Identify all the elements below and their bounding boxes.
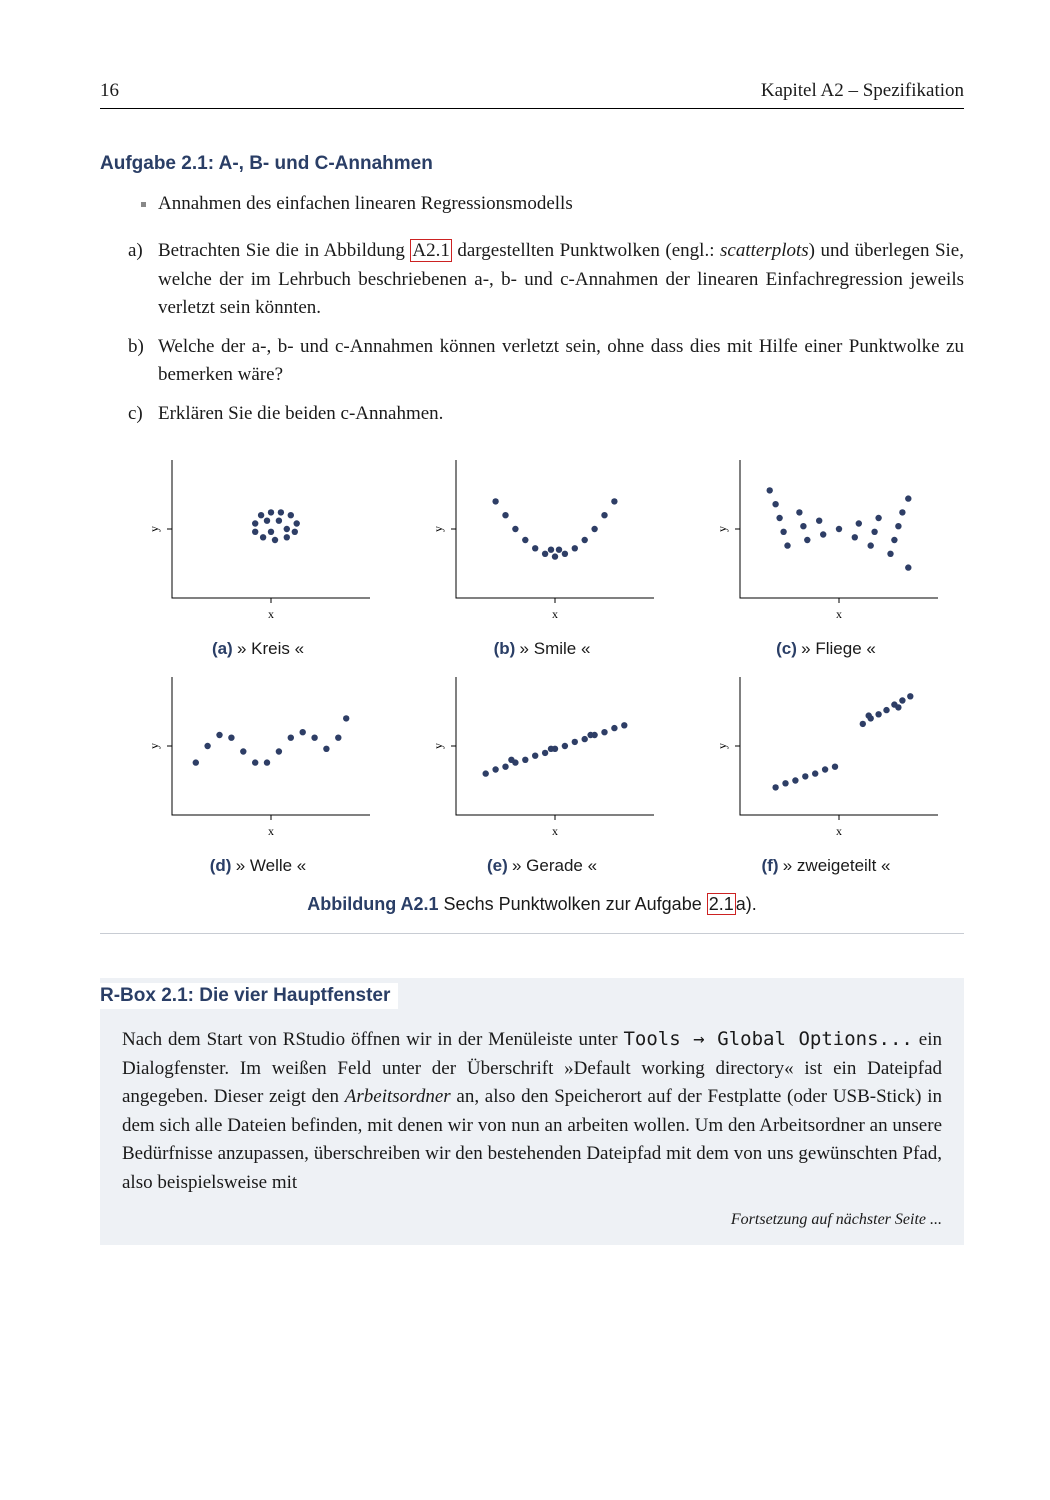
svg-text:x: x <box>836 607 842 621</box>
page-header: 16 Kapitel A2 – Spezifikation <box>100 80 964 109</box>
svg-text:y: y <box>147 526 161 532</box>
figure-caption: Abbildung A2.1 Sechs Punktwolken zur Auf… <box>100 894 964 915</box>
panel-caption: (a) » Kreis « <box>130 639 386 659</box>
svg-text:x: x <box>268 607 274 621</box>
panel-caption: (e) » Gerade « <box>414 856 670 876</box>
svg-text:x: x <box>836 824 842 838</box>
svg-text:x: x <box>552 607 558 621</box>
scatter-panel: y x (d) » Welle « <box>130 669 386 876</box>
panel-caption: (b) » Smile « <box>414 639 670 659</box>
scatter-panel: y x (a) » Kreis « <box>130 452 386 659</box>
exercise-item-a: a) Betrachten Sie die in Abbildung A2.1 … <box>128 237 964 323</box>
svg-text:y: y <box>715 526 729 532</box>
svg-text:y: y <box>431 743 445 749</box>
figure-a2-1: y x (a) » Kreis « y x (b) » Smile « y x (c) » Fl… <box>100 452 964 915</box>
svg-text:y: y <box>715 743 729 749</box>
panel-caption: (c) » Fliege « <box>698 639 954 659</box>
panel-caption: (d) » Welle « <box>130 856 386 876</box>
exercise-item-c: c) Erklären Sie die beiden c-Annahmen. <box>128 400 964 429</box>
r-box-body: Nach dem Start von RStudio öffnen wir in… <box>122 1025 942 1197</box>
page-number: 16 <box>100 80 119 102</box>
scatter-panel: y x (e) » Gerade « <box>414 669 670 876</box>
svg-text:y: y <box>431 526 445 532</box>
exercise-bullet: Annahmen des einfachen linearen Regressi… <box>158 193 964 215</box>
r-box-title: R-Box 2.1: Die vier Hauptfenster <box>100 983 398 1009</box>
exercise-item-b: b) Welche der a-, b- und c-Annahmen könn… <box>128 333 964 390</box>
panel-caption: (f) » zweigeteilt « <box>698 856 954 876</box>
svg-text:y: y <box>147 743 161 749</box>
svg-text:x: x <box>268 824 274 838</box>
r-box: R-Box 2.1: Die vier Hauptfenster Nach de… <box>100 933 964 1245</box>
scatter-panel: y x (f) » zweigeteilt « <box>698 669 954 876</box>
scatter-panel: y x (c) » Fliege « <box>698 452 954 659</box>
chapter-title: Kapitel A2 – Spezifikation <box>761 80 964 102</box>
scatter-panel: y x (b) » Smile « <box>414 452 670 659</box>
exercise-title: Aufgabe 2.1: A-, B- und C-Annahmen <box>100 153 964 175</box>
continued-note: Fortsetzung auf nächster Seite ... <box>122 1211 942 1229</box>
svg-text:x: x <box>552 824 558 838</box>
figure-ref-link[interactable]: A2.1 <box>410 239 451 262</box>
exercise-ref-link[interactable]: 2.1 <box>707 893 736 915</box>
